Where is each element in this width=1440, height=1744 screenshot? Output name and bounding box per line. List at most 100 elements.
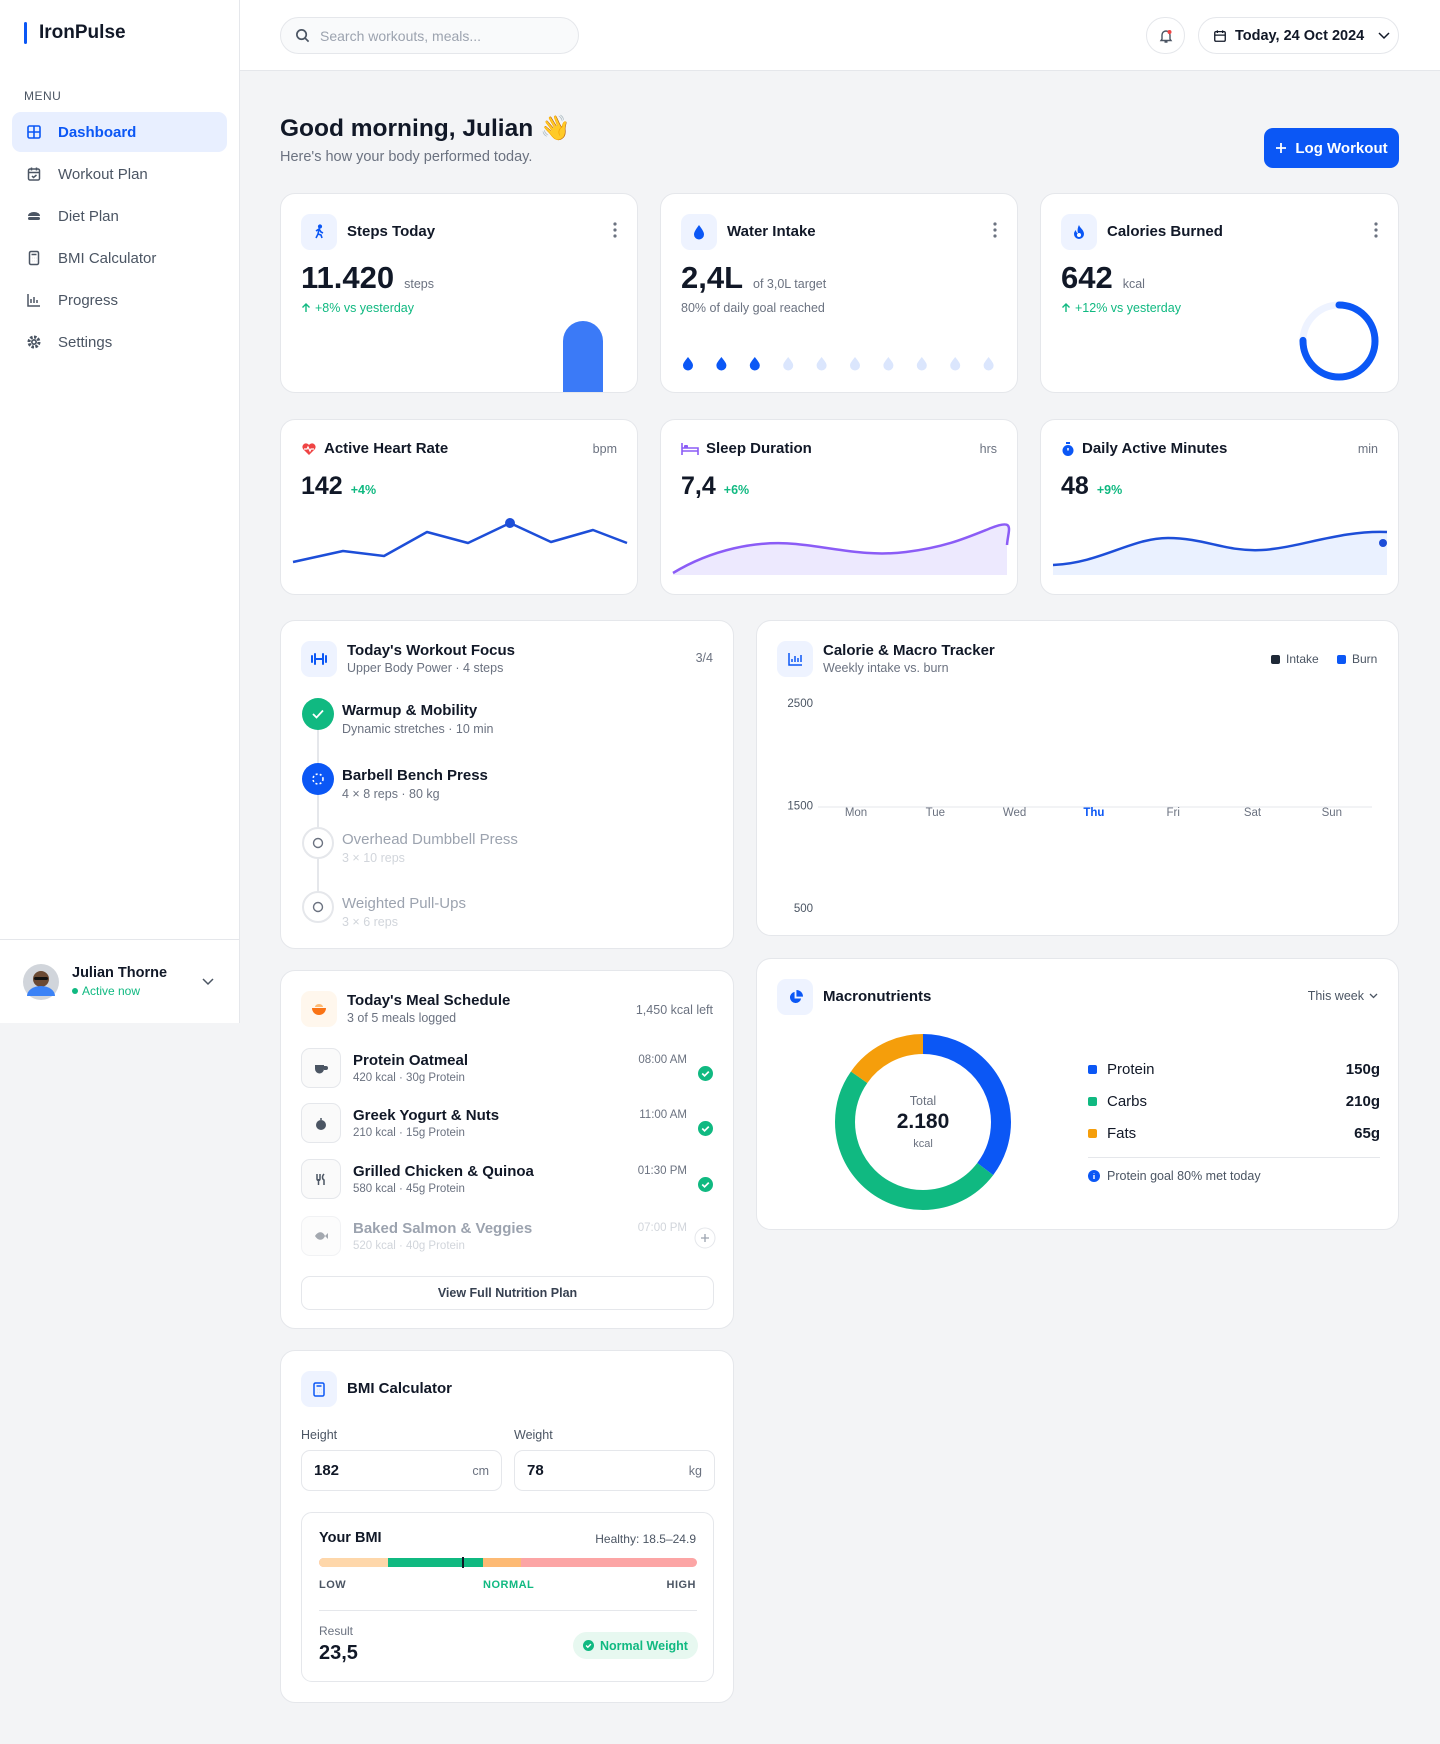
- graphic: [31, 253, 37, 262]
- field-label: Height: [301, 1428, 338, 1442]
- graphic: [993, 222, 997, 226]
- graphic: [681, 214, 717, 250]
- graphic: [563, 321, 603, 392]
- graphic: [302, 303, 310, 312]
- text: +9%: [1096, 483, 1123, 497]
- y-tick-label: 2500: [787, 698, 813, 710]
- menu-dots[interactable]: [1374, 222, 1378, 238]
- card-subtitle: Weekly intake vs. burn: [823, 661, 949, 675]
- graphic: [301, 1371, 337, 1407]
- graphic: [316, 1119, 326, 1130]
- graphic: [1369, 993, 1378, 999]
- meal-detail: 420 kcal · 30g Protein: [353, 1072, 465, 1084]
- menu-item[interactable]: Workout Plan: [12, 154, 227, 194]
- text: +8% vs yesterday: [315, 301, 415, 315]
- bmi-scale: [319, 1557, 697, 1568]
- graphic: Sleep Duration: [681, 440, 812, 457]
- graphic: [583, 1640, 594, 1651]
- text: 80% of daily goal reached: [681, 301, 825, 315]
- graphic: [1066, 441, 1070, 444]
- macro-value: 210g: [1345, 1093, 1380, 1110]
- period-select[interactable]: This week: [1308, 989, 1378, 1003]
- text: Workout Plan: [58, 165, 148, 183]
- macro-value: 150g: [1345, 1061, 1380, 1078]
- graphic: [694, 225, 704, 240]
- weight-input[interactable]: 78 kg: [514, 1450, 715, 1491]
- graphic: [312, 1004, 326, 1015]
- step-detail: Dynamic stretches · 10 min: [342, 722, 494, 736]
- graphic: [993, 234, 997, 238]
- stat-note: +12% vs yesterday: [1061, 301, 1181, 315]
- card-title: BMI Calculator: [347, 1380, 453, 1397]
- logged-check: [698, 1121, 713, 1136]
- text: Settings: [58, 333, 113, 351]
- vital-value: 7,4 +6%: [681, 472, 749, 501]
- steps-bar: [563, 321, 603, 392]
- meal-detail: 580 kcal · 45g Protein: [353, 1183, 465, 1195]
- graphic: [315, 1065, 328, 1074]
- meal-time: 07:00 PM: [637, 1222, 687, 1234]
- sleep-card: Sleep Duration hrs 7,4 +6%: [660, 419, 1018, 595]
- menu-item[interactable]: Progress: [12, 280, 227, 320]
- macro-name: Protein: [1107, 1061, 1155, 1078]
- menu-item[interactable]: Diet Plan: [12, 196, 227, 236]
- step-pending: [302, 827, 334, 859]
- text: 2,4L: [681, 260, 744, 295]
- tracker-card: Calorie & Macro Tracker Weekly intake vs…: [756, 620, 1399, 936]
- graphic: [1276, 143, 1287, 153]
- graphic: [1378, 31, 1390, 39]
- date-picker[interactable]: Today, 24 Oct 2024: [1198, 17, 1399, 54]
- height-input[interactable]: 182 cm: [301, 1450, 502, 1491]
- meal-time: 01:30 PM: [637, 1165, 687, 1177]
- meals-card: Today's Meal Schedule 3 of 5 meals logge…: [280, 970, 734, 1329]
- graphic: [694, 225, 704, 240]
- graphic: [27, 125, 41, 139]
- scale-high: HIGH: [666, 1579, 696, 1591]
- menu-dots[interactable]: [993, 222, 997, 238]
- graphic: [316, 1172, 325, 1185]
- menu-item[interactable]: Dashboard: [12, 112, 227, 152]
- nutrition-plan-button[interactable]: View Full Nutrition Plan: [301, 1276, 714, 1310]
- graphic: [1276, 143, 1287, 153]
- graphic: [313, 1381, 325, 1397]
- text: 182: [314, 1462, 340, 1479]
- text: Protein goal 80% met today: [1107, 1169, 1261, 1183]
- graphic: [315, 227, 324, 239]
- unit: bpm: [592, 442, 617, 456]
- user-panel[interactable]: Julian Thorne Active now: [0, 939, 240, 1023]
- macro-name: Carbs: [1107, 1093, 1148, 1110]
- graphic: [672, 523, 1011, 575]
- x-tick-label: Fri: [1166, 807, 1179, 819]
- x-tick-label: Wed: [1003, 807, 1026, 819]
- text: Progress: [58, 291, 119, 309]
- menu-item[interactable]: BMI Calculator: [12, 238, 227, 278]
- graphic: [1074, 225, 1084, 239]
- result-title: Your BMI: [319, 1530, 382, 1546]
- add-meal[interactable]: [694, 1227, 716, 1249]
- menu-item[interactable]: Settings: [12, 322, 227, 362]
- total-unit: kcal: [913, 1138, 933, 1150]
- graphic: [312, 837, 324, 849]
- graphic: [301, 214, 337, 250]
- scale-low: LOW: [319, 1579, 347, 1591]
- log-workout-button[interactable]: Log Workout: [1264, 128, 1399, 168]
- user-name: Julian Thorne: [72, 965, 168, 981]
- meal-time: 08:00 AM: [638, 1054, 687, 1066]
- search[interactable]: Search workouts, meals...: [280, 17, 579, 54]
- graphic: [1369, 993, 1378, 999]
- menu-dots[interactable]: [613, 222, 617, 238]
- notifications[interactable]: [1146, 17, 1185, 54]
- graphic: [312, 901, 324, 913]
- macros-donut: [835, 1034, 1011, 1210]
- graphic: [315, 1004, 323, 1007]
- field-label: Weight: [514, 1428, 553, 1442]
- legend-item: Intake: [1271, 652, 1319, 666]
- water-drop: [950, 357, 961, 371]
- text: +6%: [723, 483, 750, 497]
- unit: min: [1357, 442, 1378, 456]
- graphic: [32, 340, 36, 344]
- graphic: [681, 442, 699, 455]
- graphic: [698, 1121, 713, 1136]
- graphic: Active Heart Rate: [301, 440, 448, 457]
- graphic: [1374, 222, 1378, 226]
